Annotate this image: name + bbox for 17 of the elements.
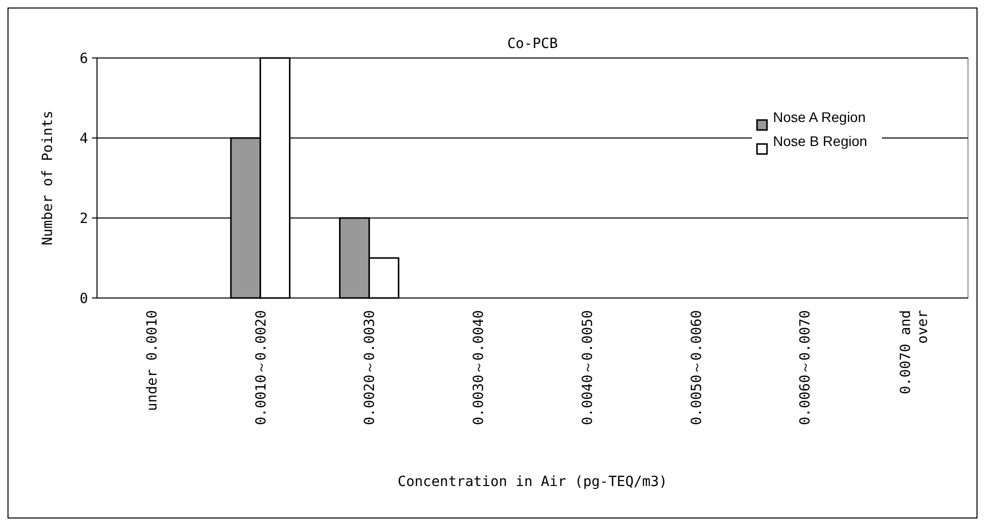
chart-title: Co-PCB bbox=[507, 36, 558, 52]
y-tick-label: 6 bbox=[80, 50, 88, 67]
y-tick-label: 0 bbox=[80, 290, 88, 307]
x-tick-label: 0.0050～0.0060 bbox=[688, 310, 705, 426]
x-tick-label: 0.0030～0.0040 bbox=[471, 310, 488, 426]
legend-label: Nose B Region bbox=[773, 133, 868, 149]
x-tick-label: 0.0060～0.0070 bbox=[798, 310, 814, 426]
legend-label: Nose A Region bbox=[773, 109, 866, 125]
y-axis-title: Number of Points bbox=[40, 110, 56, 246]
y-tick-label: 4 bbox=[80, 130, 88, 147]
x-tick-label: under 0.0010 bbox=[144, 310, 160, 412]
y-tick-label: 2 bbox=[80, 210, 88, 227]
x-tick-label: 0.0070 and over bbox=[898, 310, 932, 394]
x-tick-label: 0.0010～0.0020 bbox=[253, 310, 270, 426]
x-tick-label: 0.0020～0.0030 bbox=[362, 310, 378, 426]
x-axis-title: Concentration in Air (pg-TEQ/m3) bbox=[398, 474, 668, 490]
x-tick-label: 0.0040～0.0050 bbox=[580, 310, 596, 426]
